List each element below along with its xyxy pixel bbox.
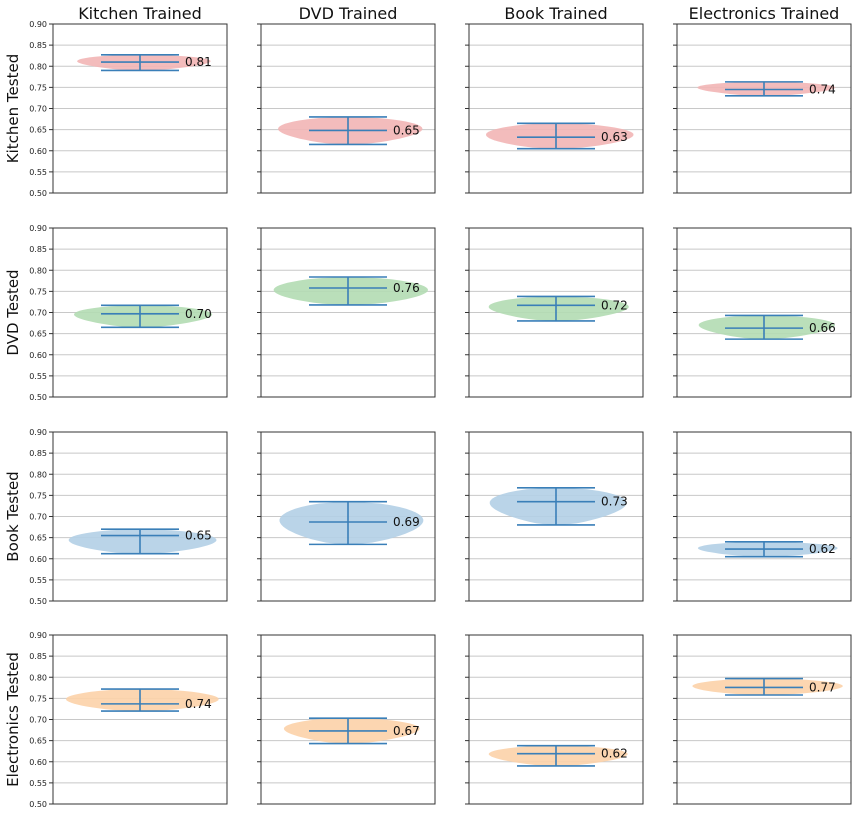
y-tick-label: 0.70 xyxy=(29,105,47,114)
mean-value-label: 0.67 xyxy=(393,724,420,738)
y-tick-label: 0.55 xyxy=(29,576,47,585)
y-tick-label: 0.90 xyxy=(29,224,47,233)
y-tick-label: 0.70 xyxy=(29,716,47,725)
y-tick-label: 0.85 xyxy=(29,245,47,254)
mean-value-label: 0.70 xyxy=(185,307,212,321)
y-tick-label: 0.60 xyxy=(29,147,47,156)
column-title: Kitchen Trained xyxy=(78,4,202,23)
y-tick-label: 0.90 xyxy=(29,631,47,640)
y-tick-label: 0.85 xyxy=(29,41,47,50)
violin-body xyxy=(279,501,424,545)
y-tick-label: 0.75 xyxy=(29,694,47,703)
y-tick-label: 0.80 xyxy=(29,673,47,682)
y-tick-label: 0.75 xyxy=(29,83,47,92)
mean-value-label: 0.62 xyxy=(809,542,836,556)
y-tick-label: 0.75 xyxy=(29,287,47,296)
mean-value-label: 0.63 xyxy=(601,130,628,144)
row-title: Kitchen Tested xyxy=(4,54,22,163)
violin-body xyxy=(66,689,219,712)
y-tick-label: 0.60 xyxy=(29,351,47,360)
y-tick-label: 0.65 xyxy=(29,126,47,135)
violin-body xyxy=(74,305,213,328)
y-tick-label: 0.50 xyxy=(29,189,47,198)
y-tick-label: 0.70 xyxy=(29,513,47,522)
y-tick-label: 0.50 xyxy=(29,800,47,809)
y-tick-label: 0.80 xyxy=(29,470,47,479)
row-title: Electronics Tested xyxy=(4,652,22,787)
mean-value-label: 0.76 xyxy=(393,281,420,295)
y-tick-label: 0.90 xyxy=(29,428,47,437)
mean-value-label: 0.69 xyxy=(393,515,420,529)
y-tick-label: 0.80 xyxy=(29,266,47,275)
y-tick-label: 0.50 xyxy=(29,393,47,402)
violin-body xyxy=(488,296,629,321)
column-title: Electronics Trained xyxy=(689,4,840,23)
column-title: Book Trained xyxy=(504,4,607,23)
violin-body xyxy=(489,487,627,525)
mean-value-label: 0.74 xyxy=(185,697,212,711)
y-tick-label: 0.55 xyxy=(29,168,47,177)
mean-value-label: 0.74 xyxy=(809,82,836,96)
mean-value-label: 0.62 xyxy=(601,747,628,761)
mean-value-label: 0.81 xyxy=(185,55,212,69)
row-title: DVD Tested xyxy=(4,269,22,355)
y-tick-label: 0.65 xyxy=(29,330,47,339)
y-tick-label: 0.55 xyxy=(29,779,47,788)
violin-body xyxy=(273,277,428,305)
y-tick-label: 0.65 xyxy=(29,737,47,746)
mean-value-label: 0.73 xyxy=(601,495,628,509)
mean-value-label: 0.77 xyxy=(809,680,836,694)
row-title: Book Tested xyxy=(4,471,22,561)
y-tick-label: 0.65 xyxy=(29,534,47,543)
y-tick-label: 0.85 xyxy=(29,652,47,661)
y-tick-label: 0.60 xyxy=(29,758,47,767)
y-tick-label: 0.50 xyxy=(29,597,47,606)
y-tick-label: 0.90 xyxy=(29,20,47,29)
violin-body xyxy=(488,745,628,766)
violin-body xyxy=(698,315,835,340)
y-tick-label: 0.70 xyxy=(29,309,47,318)
column-title: DVD Trained xyxy=(299,4,398,23)
mean-value-label: 0.65 xyxy=(393,123,420,137)
y-tick-label: 0.80 xyxy=(29,62,47,71)
y-tick-label: 0.85 xyxy=(29,449,47,458)
mean-value-label: 0.72 xyxy=(601,298,628,312)
violin-body xyxy=(486,123,634,149)
mean-value-label: 0.66 xyxy=(809,321,836,335)
y-tick-label: 0.55 xyxy=(29,372,47,381)
mean-value-label: 0.65 xyxy=(185,529,212,543)
y-tick-label: 0.75 xyxy=(29,491,47,500)
y-tick-label: 0.60 xyxy=(29,555,47,564)
